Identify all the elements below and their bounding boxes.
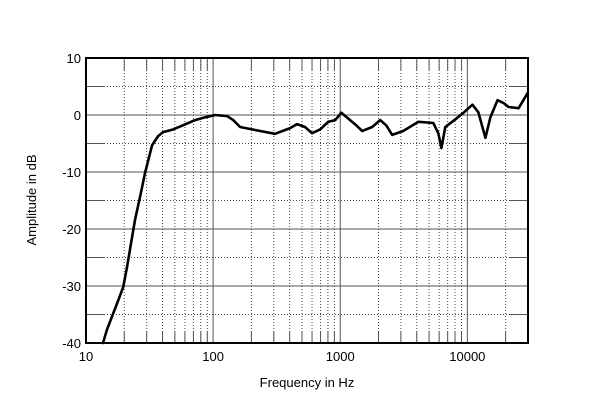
y-tick-label: -30 — [62, 279, 81, 294]
y-tick-label: -40 — [62, 336, 81, 351]
grid — [86, 58, 528, 343]
response-curve — [101, 91, 530, 345]
x-tick-label: 10 — [79, 349, 93, 364]
y-tick-label: 0 — [74, 108, 81, 123]
plot-frame — [85, 57, 529, 344]
y-tick-label: 10 — [67, 51, 81, 66]
x-tick-label: 10000 — [449, 349, 485, 364]
x-tick-label: 100 — [202, 349, 224, 364]
y-tick-label: -20 — [62, 222, 81, 237]
y-axis-label: Amplitude in dB — [24, 154, 39, 245]
x-tick-label: 1000 — [326, 349, 355, 364]
y-tick-labels: 10 0 -10 -20 -30 -40 — [62, 51, 81, 351]
x-axis-label: Frequency in Hz — [260, 375, 355, 390]
x-tick-labels: 10 100 1000 10000 — [79, 349, 486, 364]
y-tick-label: -10 — [62, 165, 81, 180]
